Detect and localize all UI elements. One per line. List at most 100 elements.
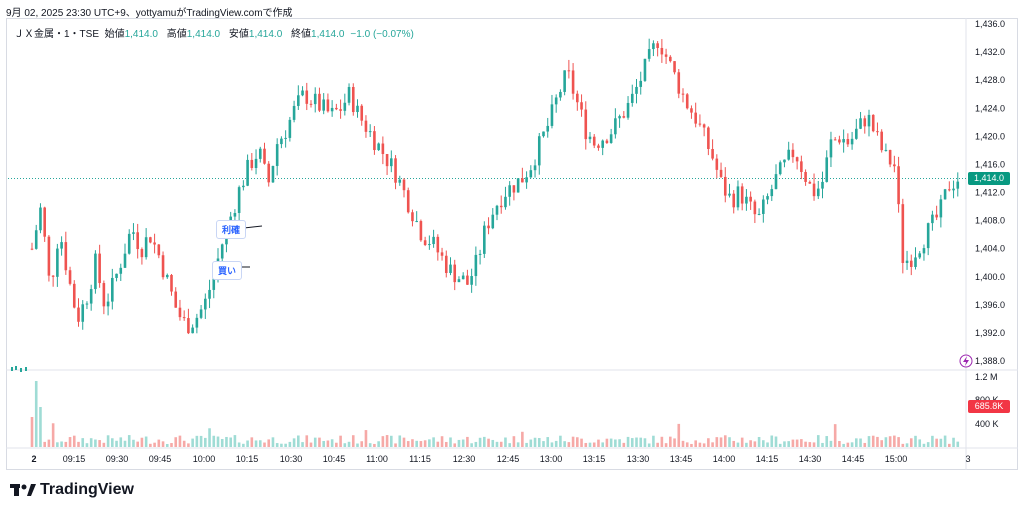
candle-body — [394, 158, 397, 183]
candle-body — [182, 317, 186, 319]
volume-bar — [242, 443, 245, 447]
candle-body — [449, 264, 452, 274]
candle-body — [952, 188, 955, 191]
volume-bar — [233, 435, 237, 447]
candle-body — [15, 366, 17, 370]
buy-marker[interactable]: 買い — [212, 261, 243, 280]
candle-body — [567, 70, 571, 72]
take-profit-marker[interactable]: 利確 — [216, 220, 247, 239]
volume-bar — [415, 440, 418, 447]
volume-bar — [850, 442, 854, 447]
volume-bar — [728, 437, 731, 447]
volume-bar — [567, 442, 571, 447]
tradingview-logo[interactable]: TradingView — [10, 481, 134, 499]
ohlc-legend: ＪＸ金属・1・TSE 始値1,414.0 高値1,414.0 安値1,414.0… — [14, 25, 420, 40]
volume-bar — [56, 442, 59, 447]
volume-bar — [939, 438, 943, 447]
volume-bar — [821, 442, 824, 447]
volume-bar — [736, 442, 740, 447]
volume-bar — [309, 442, 313, 447]
volume-bar — [766, 442, 769, 447]
candle-body — [271, 165, 275, 183]
volume-bar — [656, 442, 659, 447]
candle-body — [626, 102, 630, 118]
volume-bar — [499, 441, 503, 447]
candle-body — [242, 185, 245, 188]
volume-bar — [390, 435, 393, 447]
candle-body — [432, 236, 435, 245]
candle-body — [812, 183, 816, 197]
candle-body — [647, 49, 651, 59]
candle-body — [72, 283, 76, 308]
candle-body — [618, 116, 621, 119]
volume-bar — [39, 407, 42, 447]
volume-bar — [288, 441, 292, 447]
volume-bar — [335, 442, 338, 447]
volume-bar — [774, 436, 778, 447]
volume-bar — [816, 435, 820, 447]
volume-bar — [576, 437, 579, 447]
candle-body — [956, 181, 960, 189]
candle-body — [115, 273, 118, 278]
candle-body — [288, 119, 292, 138]
candle-body — [453, 264, 457, 283]
candle-body — [191, 327, 194, 334]
volume-bar — [812, 442, 816, 447]
candle-body — [639, 80, 643, 87]
candle-body — [478, 253, 482, 255]
volume-bar — [622, 442, 626, 447]
candle-body — [533, 165, 537, 171]
volume-bar — [250, 437, 254, 447]
candle-body — [859, 118, 862, 129]
volume-bar — [694, 440, 697, 447]
symbol-label[interactable]: ＪＸ金属・1・TSE — [14, 29, 100, 40]
candle-body — [466, 275, 469, 285]
volume-bar — [351, 435, 355, 447]
volume-bar — [584, 442, 588, 447]
volume-bar — [846, 442, 850, 447]
time-tick-label: 09:45 — [149, 454, 172, 464]
candle-body — [263, 148, 266, 164]
candle-body — [30, 248, 34, 250]
candle-body — [233, 213, 237, 217]
candle-body — [144, 237, 148, 258]
volume-bar — [922, 443, 926, 447]
candle-body — [258, 148, 262, 159]
volume-bar — [487, 438, 490, 447]
close-value: 1,414.0 — [311, 29, 345, 40]
candle-body — [381, 143, 385, 155]
candle-body — [11, 367, 13, 371]
time-tick-label: 2 — [31, 454, 36, 464]
candle-body — [360, 105, 364, 121]
candle-body — [495, 205, 499, 215]
volume-bar — [647, 443, 651, 447]
time-tick-label: 14:15 — [756, 454, 779, 464]
candle-body — [60, 242, 63, 249]
candle-body — [356, 105, 359, 113]
volume-bar — [466, 436, 469, 447]
candle-body — [487, 225, 490, 229]
candle-body — [351, 86, 355, 113]
candle-body — [373, 131, 376, 151]
volume-bar — [343, 443, 347, 447]
volume-tick-label: 1.2 M — [975, 372, 998, 382]
volume-bar — [537, 438, 541, 447]
low-label: 安値 — [228, 29, 249, 40]
candle-body — [559, 91, 562, 98]
price-tick-label: 1,388.0 — [975, 356, 1005, 366]
volume-bar — [757, 436, 761, 447]
candle-body — [305, 90, 309, 104]
volume-bar — [106, 435, 110, 447]
volume-bar — [216, 436, 220, 447]
candle-body — [68, 270, 72, 284]
candle-body — [563, 70, 566, 92]
volume-bar — [377, 441, 380, 447]
candle-body — [64, 242, 68, 271]
high-label: 高値 — [166, 29, 187, 40]
candle-body — [614, 118, 617, 135]
volume-bar — [72, 435, 76, 447]
volume-bar — [77, 441, 80, 447]
candle-body — [98, 253, 101, 284]
volume-bar — [436, 441, 440, 447]
